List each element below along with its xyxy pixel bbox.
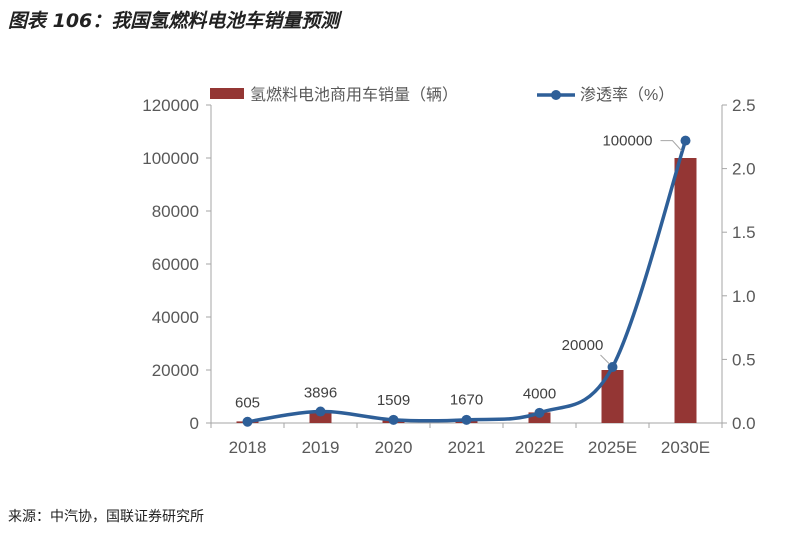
bar xyxy=(601,370,624,423)
penetration-point xyxy=(534,407,545,418)
legend-line-label: 渗透率（%） xyxy=(580,86,674,104)
x-tick-label: 2025E xyxy=(588,438,637,457)
left-tick-label: 80000 xyxy=(152,202,199,221)
legend-line-marker xyxy=(551,90,561,100)
chart-title: 图表 106：我国氢燃料电池车销量预测 xyxy=(8,10,340,32)
source-note: 来源：中汽协，国联证券研究所 xyxy=(8,509,204,525)
bar-data-label: 1509 xyxy=(377,392,410,409)
right-tick-label: 0.0 xyxy=(732,414,756,433)
left-tick-label: 0 xyxy=(190,414,199,433)
penetration-point xyxy=(315,406,326,417)
bar xyxy=(309,412,332,423)
bar-data-label: 4000 xyxy=(523,385,556,402)
right-tick-label: 1.0 xyxy=(732,287,756,306)
x-tick-label: 2019 xyxy=(302,438,340,457)
bar-data-label: 3896 xyxy=(304,385,337,402)
penetration-point xyxy=(242,416,253,427)
legend-bar-swatch xyxy=(210,88,244,99)
right-tick-label: 0.5 xyxy=(732,350,756,369)
left-tick-label: 20000 xyxy=(152,361,199,380)
penetration-point xyxy=(607,362,618,373)
leader-line xyxy=(660,140,682,151)
x-tick-label: 2022E xyxy=(515,438,564,457)
left-tick-label: 100000 xyxy=(142,149,199,168)
legend-bar-label: 氢燃料电池商用车销量（辆） xyxy=(250,86,458,104)
left-tick-label: 120000 xyxy=(142,96,199,115)
bar-data-label: 100000 xyxy=(602,133,652,150)
x-tick-label: 2021 xyxy=(448,438,486,457)
penetration-point xyxy=(680,135,691,146)
left-tick-label: 60000 xyxy=(152,255,199,274)
x-tick-label: 2020 xyxy=(375,438,413,457)
bar-data-label: 1670 xyxy=(450,392,483,409)
penetration-point xyxy=(388,414,399,425)
left-tick-label: 40000 xyxy=(152,308,199,327)
bar xyxy=(674,158,697,423)
bar-data-label: 20000 xyxy=(562,337,604,354)
leader-line xyxy=(600,354,610,365)
penetration-point xyxy=(461,414,472,425)
bar-data-label: 605 xyxy=(235,394,260,411)
x-tick-label: 2018 xyxy=(229,438,267,457)
right-tick-label: 1.5 xyxy=(732,223,756,242)
right-tick-label: 2.0 xyxy=(732,160,756,179)
x-tick-label: 2030E xyxy=(661,438,710,457)
right-tick-label: 2.5 xyxy=(732,96,756,115)
